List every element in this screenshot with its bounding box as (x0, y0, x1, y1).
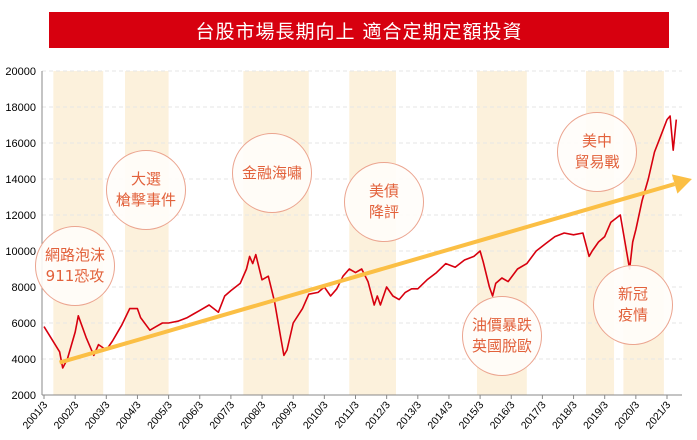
x-tick-label: 2014/3 (425, 399, 455, 431)
annotation-line: 新冠 (617, 285, 648, 303)
x-tick-label: 2018/3 (550, 399, 580, 431)
x-tick-label: 2006/3 (176, 399, 206, 431)
event-band (124, 71, 169, 395)
annotation-line: 油價暴跌 (471, 316, 532, 334)
y-tick-label: 2000 (12, 390, 36, 402)
x-tick-label: 2001/3 (20, 399, 50, 431)
trend-arrow-line (59, 182, 676, 365)
event-band (623, 71, 664, 395)
annotation-line: 英國脫歐 (471, 337, 532, 355)
x-tick-label: 2017/3 (519, 399, 549, 431)
series-line-taiex (43, 115, 678, 369)
annotation-line: 降評 (368, 203, 399, 221)
x-tick-label: 2008/3 (239, 399, 269, 431)
annotation-line: 網路泡沫 (44, 246, 105, 264)
trend-arrow-head (671, 174, 692, 194)
x-tick-label: 2019/3 (581, 399, 611, 431)
y-tick-label: 8000 (12, 282, 36, 294)
annotation-line: 金融海嘯 (241, 163, 302, 182)
annotation-election-shooting: 大選 槍擊事件 (106, 150, 186, 230)
x-tick-label: 2005/3 (145, 399, 175, 431)
annotation-line: 911恐攻 (45, 267, 105, 285)
x-tick-label: 2011/3 (332, 399, 361, 431)
x-tick-label: 2021/3 (643, 399, 673, 431)
y-tick-label: 10000 (5, 246, 36, 258)
x-tick-label: 2020/3 (612, 399, 642, 431)
x-tick-label: 2016/3 (488, 399, 518, 431)
annotation-line: 貿易戰 (574, 153, 620, 171)
x-tick-label: 2013/3 (394, 399, 424, 431)
y-tick-label: 18000 (5, 102, 36, 114)
y-tick-label: 6000 (12, 318, 36, 330)
annotation-line: 槍擊事件 (115, 191, 176, 209)
y-tick-label: 12000 (5, 210, 36, 222)
x-tick-label: 2015/3 (457, 399, 487, 431)
x-tick-label: 2007/3 (207, 399, 237, 431)
annotation-line: 大選 (130, 170, 161, 188)
annotation-line: 疫情 (617, 306, 648, 324)
y-tick-label: 20000 (5, 66, 36, 78)
x-tick-label: 2004/3 (114, 399, 144, 431)
chart-title-banner: 台股市場長期向上 適合定期定額投資 (49, 12, 669, 48)
y-tick-label: 14000 (5, 174, 36, 186)
annotation-us-downgrade: 美債 降評 (344, 162, 424, 242)
annotation-line: 美債 (368, 182, 399, 200)
annotation-dotcom-911: 網路泡沫 911恐攻 (35, 226, 115, 306)
x-tick-label: 2012/3 (363, 399, 393, 431)
annotation-line: 美中 (581, 132, 612, 150)
x-tick-label: 2010/3 (301, 399, 331, 431)
y-tick-label: 16000 (5, 138, 36, 150)
annotation-oil-brexit: 油價暴跌 英國脫歐 (462, 296, 542, 376)
x-tick-label: 2002/3 (52, 399, 82, 431)
annotation-trade-war: 美中 貿易戰 (557, 112, 637, 192)
annotation-covid: 新冠 疫情 (593, 265, 673, 345)
x-tick-label: 2003/3 (83, 399, 113, 431)
event-band (243, 71, 309, 395)
y-tick-label: 4000 (12, 354, 36, 366)
x-tick-label: 2009/3 (270, 399, 300, 431)
annotation-financial-crisis: 金融海嘯 (232, 133, 312, 213)
